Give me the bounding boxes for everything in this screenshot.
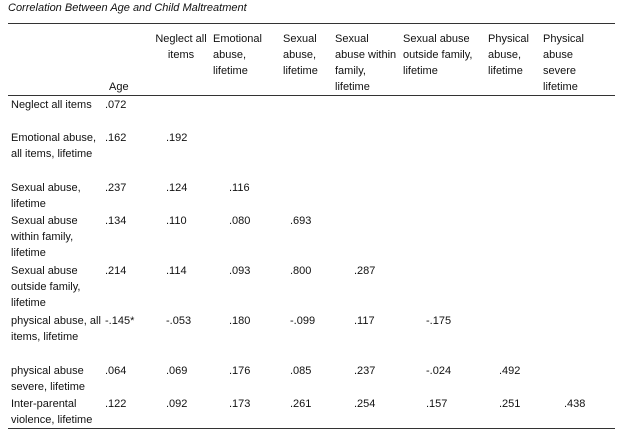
table-cell: .192 — [166, 132, 188, 144]
table-title: Correlation Between Age and Child Maltre… — [8, 2, 247, 14]
table-cell: .693 — [290, 215, 312, 227]
table-cell: .072 — [105, 99, 127, 111]
row-label-sexual: Sexual abuse, lifetime — [11, 182, 81, 210]
col-header-physical: Physical abuse, lifetime — [488, 33, 529, 77]
col-header-neglect: Neglect all items — [155, 33, 207, 61]
table-cell: .176 — [229, 365, 251, 377]
col-header-emotional: Emotional abuse, lifetime — [213, 33, 262, 77]
table-cell: .214 — [105, 265, 127, 277]
table-cell: -.175 — [426, 315, 452, 327]
table-cell: .085 — [290, 365, 312, 377]
table-cell: .173 — [229, 398, 251, 410]
row-label-sexual-outside: Sexual abuse outside family, lifetime — [11, 265, 81, 309]
row-label-emotional: Emotional abuse, all items, lifetime — [11, 132, 96, 160]
table-cell: .064 — [105, 365, 127, 377]
table-cell: .157 — [426, 398, 448, 410]
col-header-sexual-within: Sexual abuse within family, lifetime — [335, 33, 397, 93]
table-cell: .134 — [105, 215, 127, 227]
table-cell: -.053 — [166, 315, 192, 327]
col-header-sexual-outside: Sexual abuse outside family, lifetime — [403, 33, 473, 77]
table-cell: -.099 — [290, 315, 316, 327]
col-header-age: Age — [109, 81, 129, 93]
table-cell: .180 — [229, 315, 251, 327]
table-cell: .287 — [354, 265, 376, 277]
table-cell: .124 — [166, 182, 188, 194]
table-cell: .438 — [564, 398, 586, 410]
table-cell: .261 — [290, 398, 312, 410]
row-label-sexual-within: Sexual abuse within family, lifetime — [11, 215, 78, 259]
table-cell: .110 — [166, 215, 187, 227]
table-cell: -.145* — [105, 315, 135, 327]
row-label-physical-severe: physical abuse severe, lifetime — [11, 365, 85, 393]
row-label-physical: physical abuse, all items, lifetime — [11, 315, 101, 343]
table-cell: .122 — [105, 398, 127, 410]
table-cell: .162 — [105, 132, 127, 144]
table-cell: .492 — [499, 365, 521, 377]
table-cell: .116 — [229, 182, 250, 194]
row-label-neglect: Neglect all items — [11, 99, 92, 111]
bottom-rule — [8, 428, 615, 429]
table-cell: .251 — [499, 398, 521, 410]
table-cell: .069 — [166, 365, 188, 377]
table-cell: .237 — [354, 365, 376, 377]
col-header-physical-severe: Physical abuse severe lifetime — [543, 33, 584, 93]
table-cell: .093 — [229, 265, 251, 277]
table-cell: .800 — [290, 265, 312, 277]
top-rule — [8, 23, 615, 24]
header-rule — [8, 95, 615, 96]
table-cell: -.024 — [426, 365, 452, 377]
table-cell: .117 — [354, 315, 375, 327]
col-header-sexual: Sexual abuse, lifetime — [283, 33, 318, 77]
table-cell: .254 — [354, 398, 376, 410]
table-cell: .114 — [166, 265, 187, 277]
table-cell: .080 — [229, 215, 251, 227]
table-cell: .092 — [166, 398, 188, 410]
row-label-interparental: Inter-parental violence, lifetime — [11, 398, 93, 426]
table-cell: .237 — [105, 182, 127, 194]
